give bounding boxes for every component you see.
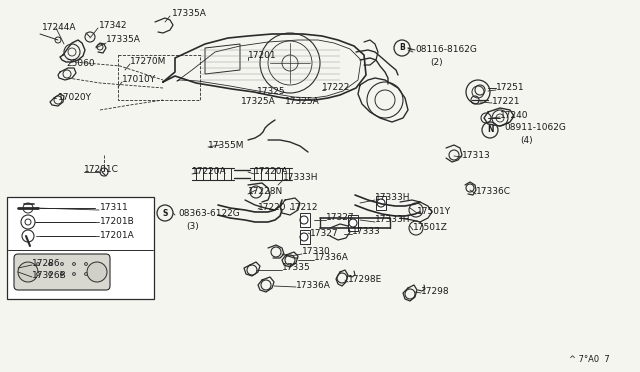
- Text: 25060: 25060: [66, 58, 95, 67]
- Text: (2): (2): [430, 58, 443, 67]
- Text: 17333: 17333: [352, 228, 381, 237]
- Text: B: B: [399, 44, 405, 52]
- Bar: [300, 230, 310, 244]
- Text: 17298: 17298: [421, 286, 450, 295]
- Text: 17201: 17201: [248, 51, 276, 60]
- Text: N: N: [487, 125, 493, 135]
- Text: 17325A: 17325A: [285, 97, 320, 106]
- Text: 17010Y: 17010Y: [122, 76, 156, 84]
- Text: 17201B: 17201B: [100, 218, 135, 227]
- Text: 17335A: 17335A: [172, 10, 207, 19]
- Text: 17244A: 17244A: [42, 23, 77, 32]
- Text: 17501Y: 17501Y: [417, 208, 451, 217]
- Text: 17326B: 17326B: [32, 270, 67, 279]
- Text: 17298E: 17298E: [348, 276, 382, 285]
- Text: 17286: 17286: [32, 259, 61, 267]
- Circle shape: [84, 263, 88, 266]
- Text: 17333H: 17333H: [375, 215, 410, 224]
- Text: 08911-1062G: 08911-1062G: [504, 124, 566, 132]
- Circle shape: [18, 262, 38, 282]
- Circle shape: [49, 273, 51, 276]
- Circle shape: [72, 273, 76, 276]
- FancyBboxPatch shape: [14, 254, 110, 290]
- Text: 08116-8162G: 08116-8162G: [415, 45, 477, 55]
- Text: 17327: 17327: [310, 228, 339, 237]
- Circle shape: [49, 263, 51, 266]
- Text: 17336A: 17336A: [296, 280, 331, 289]
- Text: 17313: 17313: [462, 151, 491, 160]
- Circle shape: [72, 263, 76, 266]
- Text: 17330: 17330: [302, 247, 331, 257]
- Text: 17270M: 17270M: [130, 58, 166, 67]
- Text: 17020Y: 17020Y: [58, 93, 92, 102]
- Text: S: S: [163, 208, 168, 218]
- Text: 17333H: 17333H: [283, 173, 319, 183]
- Circle shape: [36, 273, 40, 276]
- Text: 17333H: 17333H: [375, 193, 410, 202]
- Text: 17501Z: 17501Z: [413, 224, 448, 232]
- Text: 17228N: 17228N: [248, 187, 284, 196]
- Circle shape: [23, 203, 33, 213]
- Text: 17240: 17240: [500, 110, 529, 119]
- Text: 17251: 17251: [496, 83, 525, 93]
- Text: 08363-6122G: 08363-6122G: [178, 208, 240, 218]
- Text: 17201C: 17201C: [84, 166, 119, 174]
- Text: 17220: 17220: [258, 202, 287, 212]
- FancyBboxPatch shape: [7, 197, 154, 299]
- Bar: [348, 215, 358, 231]
- Bar: [376, 196, 386, 210]
- Text: 17325: 17325: [257, 87, 285, 96]
- Text: (4): (4): [520, 137, 532, 145]
- Text: 17335: 17335: [282, 263, 311, 273]
- Text: 17336C: 17336C: [476, 187, 511, 196]
- Text: 17342: 17342: [99, 22, 127, 31]
- Circle shape: [36, 263, 40, 266]
- Text: 17220A: 17220A: [192, 167, 227, 176]
- Text: 17212: 17212: [290, 202, 319, 212]
- Text: 17355M: 17355M: [208, 141, 244, 150]
- Text: 17221: 17221: [492, 96, 520, 106]
- Text: 17222: 17222: [322, 83, 350, 93]
- Text: 17335A: 17335A: [106, 35, 141, 45]
- Text: 17201A: 17201A: [100, 231, 135, 241]
- Circle shape: [84, 273, 88, 276]
- Text: (3): (3): [186, 221, 199, 231]
- Circle shape: [61, 273, 63, 276]
- Circle shape: [61, 263, 63, 266]
- Text: ^ 7°A0  7: ^ 7°A0 7: [569, 356, 610, 365]
- Text: 17325A: 17325A: [241, 97, 276, 106]
- Text: 17311: 17311: [100, 203, 129, 212]
- Text: 17327: 17327: [326, 214, 355, 222]
- Bar: [300, 213, 310, 227]
- Text: 17336A: 17336A: [314, 253, 349, 263]
- Circle shape: [87, 262, 107, 282]
- Text: 17220A: 17220A: [254, 167, 289, 176]
